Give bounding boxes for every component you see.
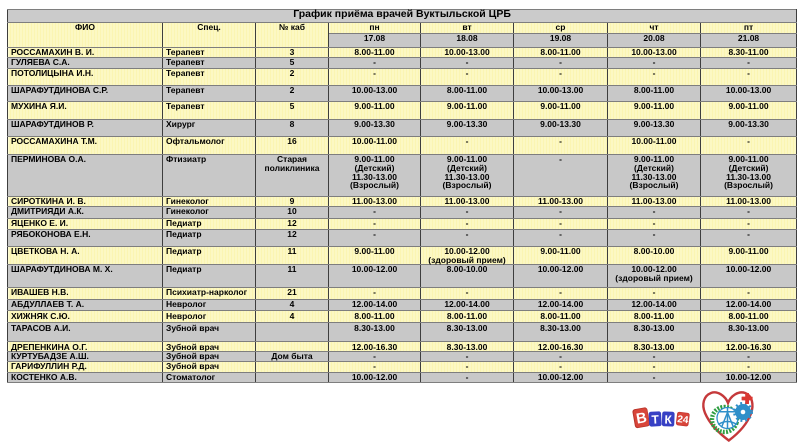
svg-text:К: К xyxy=(664,412,672,426)
svg-text:24: 24 xyxy=(677,414,690,426)
svg-text:Т: Т xyxy=(651,412,660,426)
svg-text:В: В xyxy=(635,410,648,428)
